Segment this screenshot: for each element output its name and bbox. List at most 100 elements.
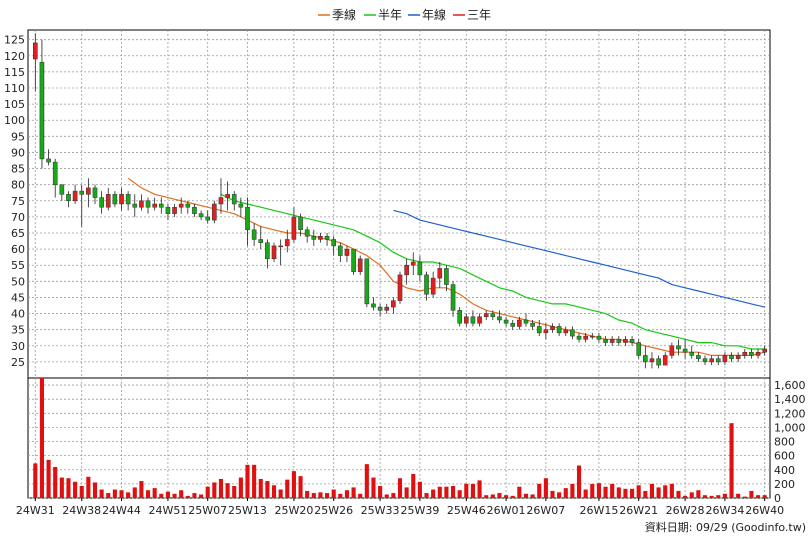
volume-y-tick-label: 400: [774, 464, 795, 477]
candle-body: [536, 326, 542, 334]
candle-body: [397, 274, 403, 301]
volume-bar: [464, 483, 469, 498]
candle-body: [357, 258, 363, 272]
volume-bar: [716, 495, 721, 498]
price-y-tick-label: 80: [11, 179, 25, 192]
candle-body: [172, 206, 177, 214]
volume-y-tick-label: 1,200: [774, 407, 806, 420]
volume-bar: [683, 495, 688, 498]
volume-bar: [424, 493, 429, 498]
candle-body: [749, 351, 754, 356]
volume-y-tick-label: 0: [774, 492, 781, 505]
volume-bar: [73, 481, 78, 498]
volume-bar: [245, 464, 250, 498]
volume-bar: [563, 488, 568, 498]
x-tick-label: 24W51: [148, 504, 187, 517]
volume-bar: [530, 494, 535, 498]
volume-bar: [497, 493, 502, 498]
volume-bar: [364, 464, 369, 498]
volume-bar: [351, 487, 356, 498]
volume-bar: [179, 490, 184, 498]
candle-body: [178, 203, 184, 208]
candle-body: [729, 355, 734, 359]
candle-body: [105, 194, 111, 208]
volume-bar: [470, 483, 475, 498]
volume-bar: [252, 464, 257, 498]
volume-bar: [331, 489, 336, 498]
candle-body: [490, 313, 496, 318]
volume-bar: [46, 459, 51, 498]
volume-bar: [119, 490, 124, 498]
volume-bar: [457, 490, 462, 498]
volume-bar: [610, 483, 615, 498]
volume-bar: [165, 491, 170, 498]
volume-bar: [391, 493, 396, 498]
x-tick-label: 25W33: [361, 504, 400, 517]
volume-bar: [371, 477, 376, 498]
volume-bar: [271, 485, 277, 498]
volume-bar: [258, 478, 263, 498]
price-y-tick-label: 70: [11, 211, 25, 224]
candle-body: [503, 319, 509, 324]
volume-bar: [53, 466, 58, 498]
volume-bar: [199, 494, 204, 498]
volume-bar: [749, 490, 754, 498]
candle-body: [225, 194, 230, 198]
x-axis: 24W31 24W38 24W44 24W51 25W07 25W13 25W20 25W26…: [16, 498, 784, 517]
price-y-tick-label: 120: [4, 50, 25, 63]
price-y-tick-label: 95: [11, 130, 25, 143]
volume-bar: [603, 486, 608, 498]
candle-body: [251, 229, 257, 240]
candle-body: [470, 316, 476, 324]
volume-bar: [66, 478, 71, 498]
price-y-tick-label: 110: [4, 82, 25, 95]
candle-body: [99, 197, 104, 208]
volume-bar: [576, 465, 582, 498]
volume-bar: [238, 477, 243, 498]
candle-body: [271, 245, 277, 260]
candle-body: [318, 235, 323, 240]
volume-bar: [344, 490, 350, 498]
price-y-tick-label: 50: [11, 275, 25, 288]
volume-bar: [696, 490, 701, 498]
candle-body: [530, 322, 535, 327]
candle-body: [424, 274, 429, 295]
price-y-tick-label: 75: [11, 195, 25, 208]
x-tick-label: 26W34: [705, 504, 744, 517]
candle-body: [656, 358, 661, 366]
legend-label-3year: 三年: [467, 8, 491, 22]
volume-bar: [59, 477, 64, 498]
candle-body: [304, 229, 310, 237]
volume-bar: [79, 486, 84, 498]
volume-bar: [325, 493, 330, 498]
volume-bar: [99, 489, 104, 498]
candle-body: [119, 194, 124, 205]
x-tick-label: 26W40: [745, 504, 784, 517]
volume-y-tick-label: 1,400: [774, 393, 806, 406]
legend: 季線 半年 年線 三年: [318, 7, 491, 22]
candle-body: [543, 329, 549, 334]
volume-bar: [702, 495, 708, 498]
volume-bar: [709, 495, 714, 498]
candle-body: [298, 216, 303, 231]
volume-bar: [404, 487, 409, 498]
volume-bar: [537, 483, 542, 498]
volume-bar: [218, 478, 224, 498]
x-tick-label: 25W07: [188, 504, 227, 517]
candle-body: [477, 316, 482, 324]
volume-bar: [106, 493, 111, 498]
volume-bar: [523, 493, 529, 498]
candle-body: [583, 335, 588, 340]
price-y-tick-label: 25: [11, 356, 25, 369]
candle-body: [464, 316, 469, 324]
volume-bar: [444, 486, 449, 498]
candlesticks: [33, 33, 767, 369]
volume-bar: [663, 485, 668, 498]
candle-body: [669, 345, 675, 356]
volume-bar: [205, 486, 210, 498]
candle-body: [364, 258, 370, 305]
candle-body: [676, 345, 681, 350]
volume-bar: [596, 483, 601, 498]
